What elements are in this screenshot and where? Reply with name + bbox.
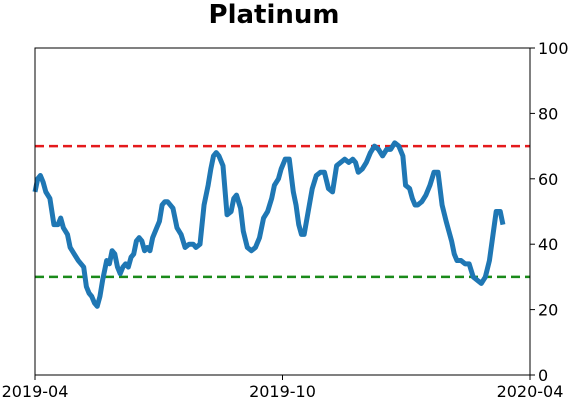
- y-tick-label-100: 100: [538, 39, 569, 58]
- y-tick-label-80: 80: [538, 104, 558, 123]
- x-tick-label-0: 2019-04: [2, 382, 69, 401]
- axes-frame: [34, 47, 531, 376]
- y-tick-label-60: 60: [538, 170, 558, 189]
- series-layer: [32, 140, 506, 309]
- chart-title: Platinum: [209, 0, 340, 30]
- y-axis-right: 0 20 40 60 80 100: [530, 39, 569, 385]
- reference-lines: [35, 144, 530, 279]
- x-tick-label-1: 2019-10: [249, 382, 316, 401]
- x-axis: 2019-04 2019-10 2020-04: [2, 375, 564, 401]
- y-tick-label-20: 20: [538, 301, 558, 320]
- x-tick-label-2: 2020-04: [497, 382, 564, 401]
- y-tick-label-0: 0: [538, 366, 548, 385]
- y-tick-label-40: 40: [538, 235, 558, 254]
- series-line-0: [32, 140, 506, 309]
